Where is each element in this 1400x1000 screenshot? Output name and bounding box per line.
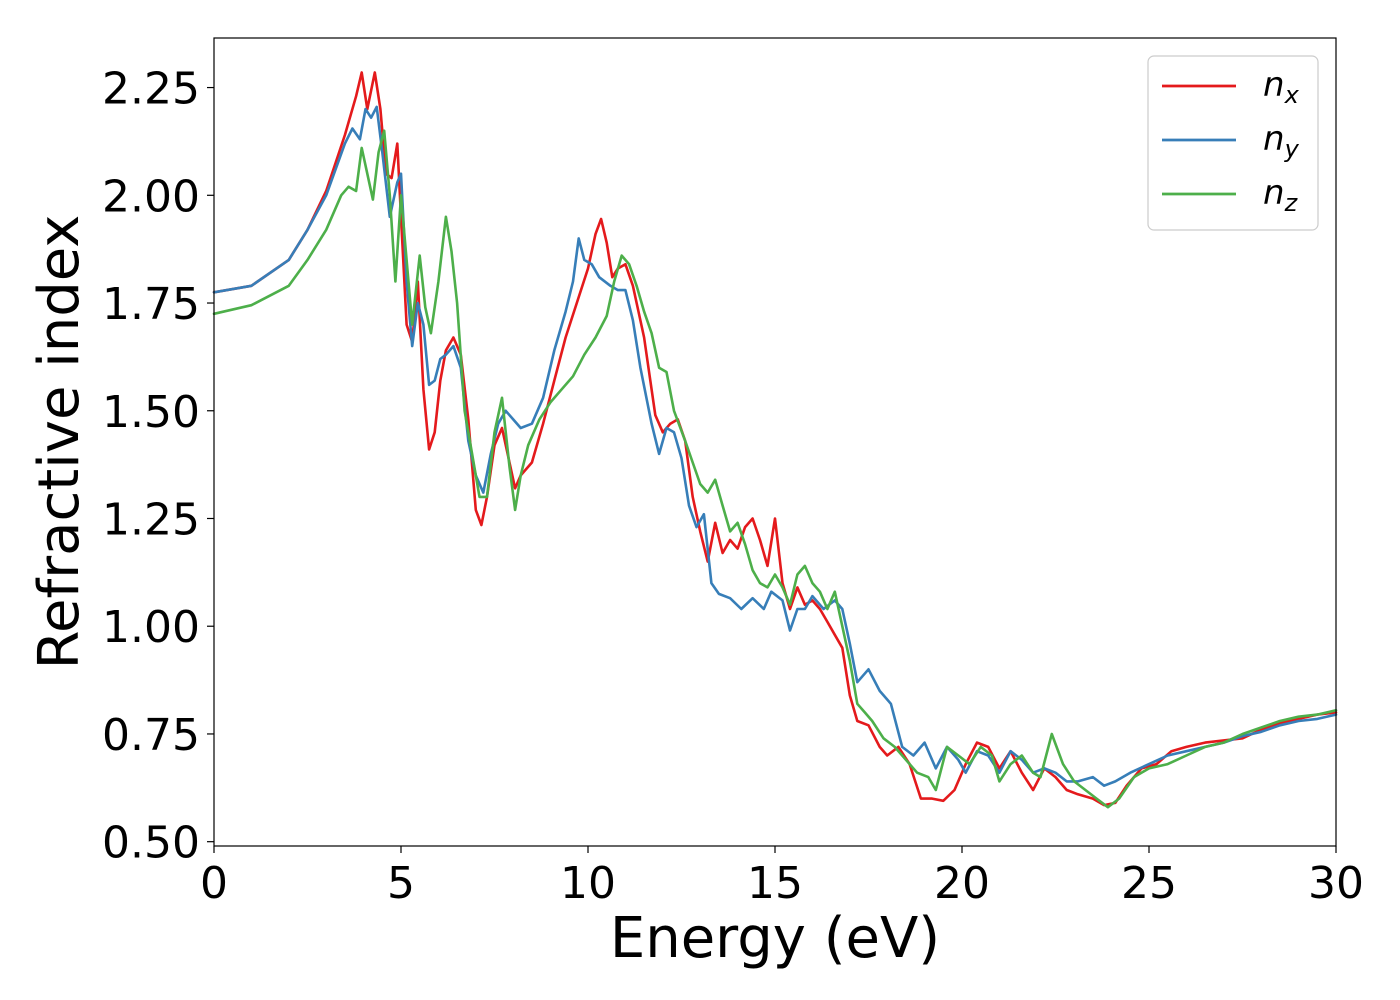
- y-tick-label: 1.00: [102, 602, 200, 653]
- x-axis-ticks: 0 5 10 15 20 25 30: [200, 846, 1364, 909]
- x-tick-label: 10: [560, 858, 616, 909]
- y-axis-ticks: 0.50 0.75 1.00 1.25 1.50 1.75 2.00 2.25: [102, 64, 214, 869]
- y-axis-label: Refractive index: [27, 215, 92, 670]
- y-tick-label: 2.25: [102, 64, 200, 115]
- series-line-nx: [212, 71, 1338, 807]
- legend-label-ny: ny: [1263, 119, 1300, 163]
- x-tick-label: 20: [934, 858, 990, 909]
- series-line-nz: [212, 129, 1338, 809]
- y-tick-label: 1.50: [102, 387, 200, 438]
- series-line-ny: [212, 105, 1338, 787]
- x-tick-label: 5: [387, 858, 415, 909]
- y-tick-label: 2.00: [102, 171, 200, 222]
- y-tick-label: 0.50: [102, 818, 200, 869]
- x-tick-label: 30: [1308, 858, 1364, 909]
- x-tick-label: 25: [1121, 858, 1177, 909]
- y-tick-label: 0.75: [102, 710, 200, 761]
- y-tick-label: 1.25: [102, 494, 200, 545]
- y-tick-label: 1.75: [102, 279, 200, 330]
- legend-box: [1147, 55, 1319, 231]
- x-tick-label: 15: [747, 858, 803, 909]
- series-lines: [212, 71, 1338, 809]
- x-axis-label: Energy (eV): [610, 906, 940, 971]
- x-tick-label: 0: [200, 858, 228, 909]
